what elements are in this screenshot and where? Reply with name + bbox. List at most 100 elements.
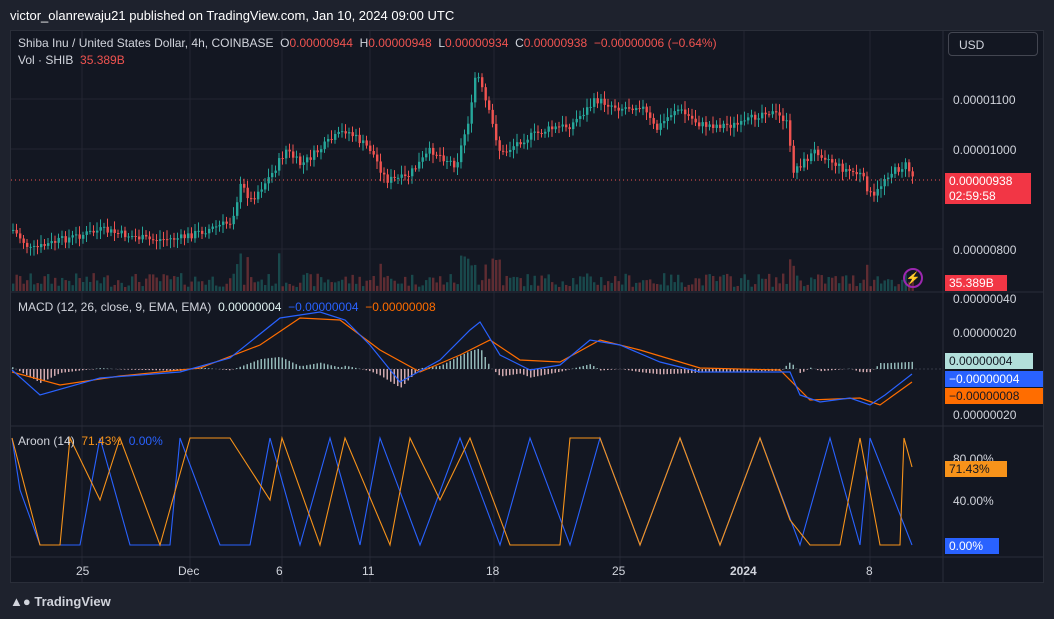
volume-bar	[365, 280, 368, 291]
macd-histogram-bar	[341, 367, 343, 369]
candle-body	[792, 145, 795, 173]
candle-body	[330, 138, 333, 140]
tradingview-logo[interactable]: ▲● TradingView	[10, 594, 111, 609]
macd-histogram-bar	[530, 369, 532, 378]
macd-histogram-bar	[253, 361, 255, 369]
aroon-label[interactable]: Aroon (14)	[18, 434, 75, 448]
macd-histogram-bar	[208, 368, 210, 369]
candle-body	[894, 167, 897, 174]
macd-histogram-bar	[152, 369, 154, 371]
low-value: 0.00000934	[445, 36, 509, 50]
macd-histogram-bar	[673, 369, 675, 374]
volume-bar	[169, 279, 172, 291]
macd-histogram-bar	[866, 369, 868, 373]
volume-bar	[232, 273, 235, 291]
volume-bar	[712, 275, 715, 291]
volume-label[interactable]: Vol · SHIB	[18, 53, 74, 67]
volume-bar	[12, 283, 15, 291]
macd-histogram-bar	[61, 369, 63, 373]
macd-histogram-bar	[628, 369, 630, 371]
volume-bar	[607, 281, 610, 291]
macd-tick: 0.00000020	[953, 326, 1017, 340]
volume-bar	[299, 282, 302, 291]
candle-body	[778, 112, 781, 116]
volume-bar	[131, 276, 134, 291]
candle-body	[460, 145, 463, 163]
macd-histogram-bar	[687, 369, 689, 374]
lightning-icon[interactable]: ⚡	[903, 268, 923, 288]
volume-bar	[617, 281, 620, 291]
candle-body	[764, 112, 767, 115]
candle-body	[743, 120, 746, 122]
volume-bar	[694, 278, 697, 291]
macd-histogram-bar	[439, 365, 441, 369]
volume-bar	[211, 276, 214, 291]
volume-bar	[222, 286, 225, 291]
macd-histogram-bar	[166, 369, 168, 371]
macd-histogram-bar	[68, 369, 70, 372]
candle-body	[481, 77, 484, 88]
volume-bar	[260, 279, 263, 291]
volume-bar	[257, 281, 260, 291]
candle-body	[621, 108, 624, 111]
volume-bar	[323, 282, 326, 291]
macd-histogram-bar	[64, 369, 66, 373]
change-value: −0.00000006 (−0.64%)	[593, 36, 717, 50]
currency-button[interactable]: USD	[948, 32, 1038, 56]
macd-histogram-bar	[558, 369, 560, 373]
macd-histogram-bar	[635, 369, 637, 372]
macd-histogram-bar	[509, 369, 511, 376]
candle-body	[908, 162, 911, 172]
volume-bar	[701, 285, 704, 291]
macd-histogram-bar	[908, 362, 910, 369]
symbol-title[interactable]: Shiba Inu / United States Dollar, 4h, CO…	[18, 36, 274, 50]
macd-histogram-bar	[722, 369, 724, 373]
candle-body	[607, 104, 610, 107]
volume-bar	[288, 283, 291, 291]
macd-histogram-bar	[22, 369, 24, 374]
candle-body	[890, 173, 893, 178]
candle-body	[190, 233, 193, 239]
candle-body	[869, 191, 872, 193]
volume-bar	[50, 283, 53, 291]
candle-body	[656, 123, 659, 130]
volume-bar	[628, 275, 631, 291]
candle-body	[309, 157, 312, 160]
time-tick: 25	[612, 564, 626, 578]
candle-body	[183, 234, 186, 239]
volume-bar	[502, 285, 505, 291]
volume-bar	[894, 286, 897, 291]
macd-histogram-bar	[659, 369, 661, 375]
chart-frame[interactable]	[10, 30, 1044, 583]
candle-body	[411, 168, 414, 177]
volume-bar	[757, 274, 760, 291]
macd-histogram-bar	[894, 362, 896, 369]
macd-histogram-bar	[257, 360, 259, 369]
macd-histogram-bar	[817, 369, 819, 371]
volume-bar	[407, 285, 410, 291]
aroon-tick: 40.00%	[953, 494, 994, 508]
candle-body	[568, 127, 571, 130]
macd-histogram-bar	[204, 367, 206, 369]
volume-bar	[43, 276, 46, 291]
macd-histogram-bar	[554, 369, 556, 373]
macd-histogram-bar	[82, 369, 84, 371]
candle-body	[243, 183, 246, 188]
macd-histogram-bar	[141, 369, 143, 370]
macd-histogram-bar	[663, 369, 665, 375]
macd-histogram-bar	[278, 357, 280, 369]
macd-label[interactable]: MACD (12, 26, close, 9, EMA, EMA)	[18, 300, 212, 314]
macd-histogram-bar	[463, 353, 465, 369]
macd-histogram-bar	[313, 363, 315, 369]
macd-histogram-bar	[684, 369, 686, 374]
candle-body	[810, 153, 813, 162]
candle-body	[754, 114, 757, 120]
macd-histogram-bar	[698, 369, 700, 373]
volume-bar	[71, 285, 74, 291]
candle-body	[834, 162, 837, 166]
candle-body	[862, 172, 865, 177]
candle-body	[782, 115, 785, 121]
macd-histogram-bar	[225, 369, 227, 370]
volume-bar	[274, 283, 277, 291]
